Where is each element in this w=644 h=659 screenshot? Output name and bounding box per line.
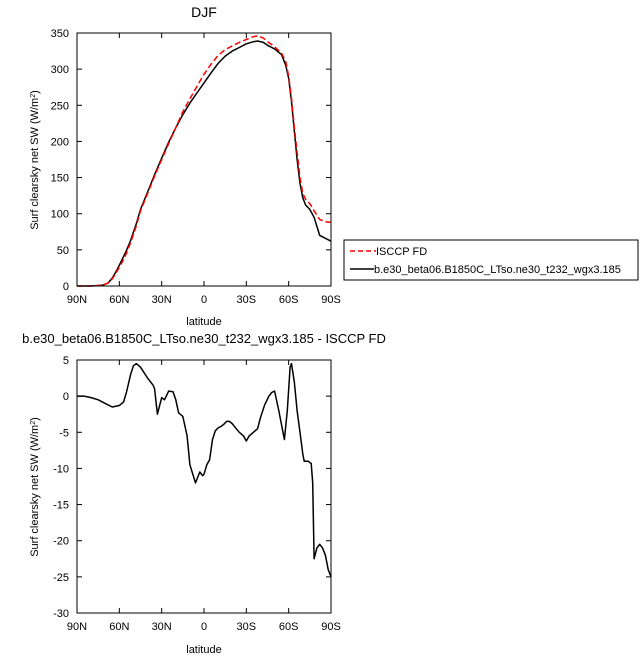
top-y-axis-label: Surf clearsky net SW (W/m2): [29, 90, 41, 230]
legend: ISCCP FD b.e30_beta06.B1850C_LTso.ne30_t…: [343, 239, 639, 281]
top-series-line-0: [77, 35, 332, 287]
top-y-axis-label-end: ): [29, 90, 41, 94]
bottom-y-tick-label: -20: [53, 536, 69, 548]
bottom-y-tick-label: -5: [59, 427, 69, 439]
top-y-tick-label: 150: [51, 173, 69, 185]
top-x-tick-label: 60S: [279, 294, 299, 306]
bottom-plot-frame: [76, 359, 332, 614]
top-x-tick-label: 90S: [321, 294, 341, 306]
top-y-tick-label: 300: [51, 64, 69, 76]
bottom-y-tick-label: 5: [63, 355, 69, 367]
bottom-y-tick-label: -15: [53, 500, 69, 512]
top-x-tick-label: 0: [201, 294, 207, 306]
bottom-y-tick-label: -10: [53, 463, 69, 475]
bottom-y-axis-label-end: ): [29, 417, 41, 421]
bottom-x-tick-label: 60S: [279, 621, 299, 633]
legend-label-model: b.e30_beta06.B1850C_LTso.ne30_t232_wgx3.…: [374, 264, 621, 276]
bottom-x-tick-label: 60N: [109, 621, 129, 633]
bottom-y-tick-label: 0: [63, 391, 69, 403]
top-y-tick-label: 100: [51, 209, 69, 221]
top-y-tick-label: 50: [57, 245, 69, 257]
top-plot-frame: [76, 32, 332, 287]
top-y-axis-label-main: Surf clearsky net SW (W/m: [29, 98, 41, 230]
top-x-tick-label: 30N: [152, 294, 172, 306]
bottom-y-axis-label: Surf clearsky net SW (W/m2): [29, 417, 41, 557]
top-y-axis-label-sup: 2: [30, 94, 37, 98]
bottom-x-tick-label: 30S: [237, 621, 257, 633]
top-x-tick-label: 60N: [109, 294, 129, 306]
bottom-x-tick-label: 90N: [67, 621, 87, 633]
top-y-tick-label: 200: [51, 136, 69, 148]
bottom-y-axis-label-main: Surf clearsky net SW (W/m: [29, 425, 41, 557]
top-x-tick-label: 90N: [67, 294, 87, 306]
legend-label-isccp: ISCCP FD: [376, 246, 427, 258]
legend-box: [343, 239, 639, 281]
top-y-tick-label: 250: [51, 100, 69, 112]
top-panel: DJF 90N 60N 30N 0 30S 60S 90S 0 50 100 150 200 250 30…: [29, 4, 639, 328]
bottom-x-tick-label: 30N: [152, 621, 172, 633]
bottom-y-tick-label: -30: [53, 608, 69, 620]
bottom-y-axis-label-sup: 2: [30, 421, 37, 425]
top-series-line-1: [77, 40, 332, 287]
top-y-tick-label: 0: [63, 281, 69, 293]
bottom-series-line-0: [77, 362, 332, 578]
top-title: DJF: [191, 4, 217, 20]
bottom-x-tick-label: 0: [201, 621, 207, 633]
bottom-x-axis-label: latitude: [186, 644, 221, 656]
top-x-axis-label: latitude: [186, 316, 221, 328]
bottom-title: b.e30_beta06.B1850C_LTso.ne30_t232_wgx3.…: [22, 331, 386, 346]
bottom-panel: b.e30_beta06.B1850C_LTso.ne30_t232_wgx3.…: [22, 331, 386, 656]
top-x-tick-label: 30S: [237, 294, 257, 306]
top-y-tick-label: 350: [51, 28, 69, 40]
bottom-y-tick-label: -25: [53, 572, 69, 584]
bottom-x-tick-label: 90S: [321, 621, 341, 633]
